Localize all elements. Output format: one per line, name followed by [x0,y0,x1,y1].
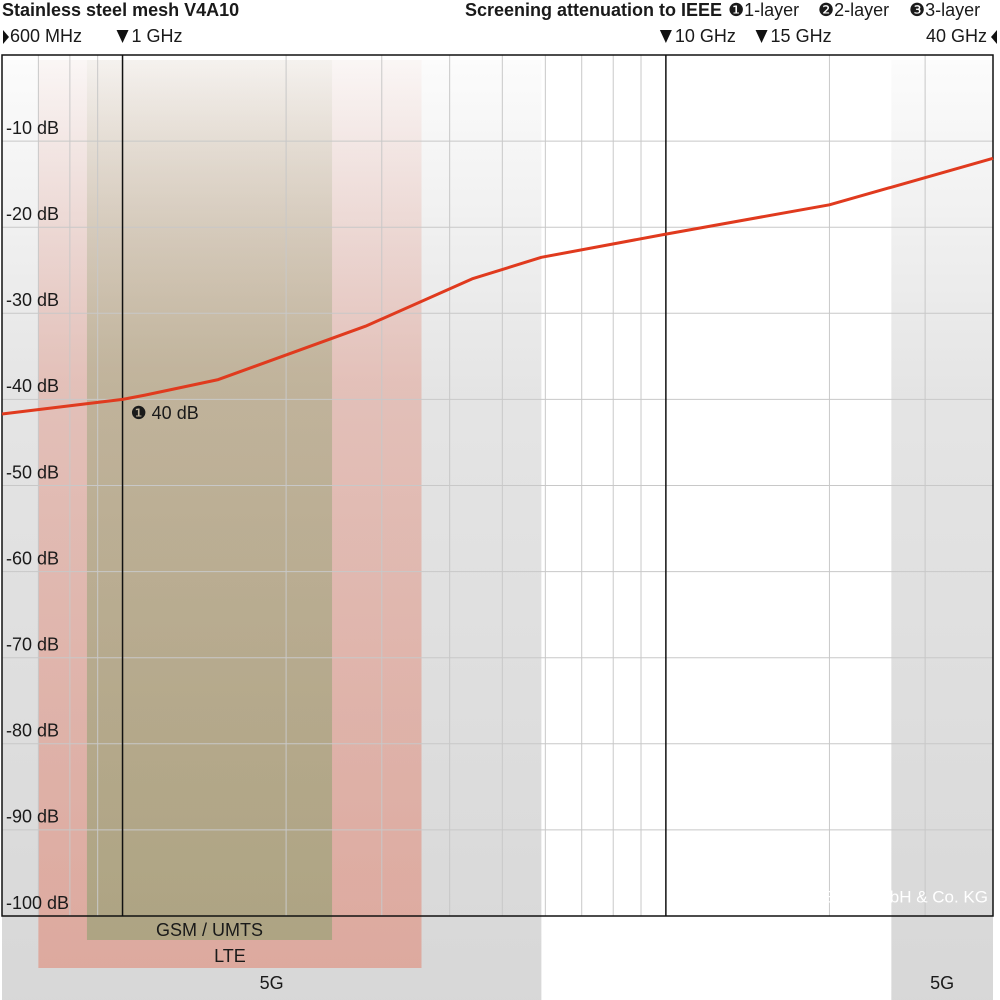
y-tick-label: -30 dB [6,290,59,310]
y-tick-label: -80 dB [6,721,59,741]
x-tick-label: 600 MHz [10,26,82,46]
band-label: LTE [214,946,246,966]
y-tick-label: -60 dB [6,548,59,568]
band [86,60,333,940]
chart-title: Stainless steel mesh V4A10 [2,0,239,20]
layer-label: ❶1-layer [728,0,799,20]
y-tick-label: -10 dB [6,118,59,138]
bands [2,60,993,1000]
x-tick-label: 1 GHz [132,26,183,46]
y-tick-label: -40 dB [6,376,59,396]
y-tick-label: -20 dB [6,204,59,224]
tick-marker [3,30,9,44]
tick-marker [116,30,129,43]
tick-marker [991,30,997,44]
band-label: GSM / UMTS [156,920,263,940]
band-label: 5G [930,973,954,993]
tick-marker [659,30,672,43]
tick-marker [755,30,768,43]
y-tick-label: -70 dB [6,634,59,654]
y-tick-label: -90 dB [6,807,59,827]
x-tick-label: 10 GHz [675,26,736,46]
band-label: 5G [260,973,284,993]
y-tick-label: -50 dB [6,462,59,482]
series-line [1,156,994,416]
x-tick-label: 40 GHz [926,26,987,46]
layer-label: ❷2-layer [818,0,889,20]
x-tick-label: 15 GHz [771,26,832,46]
copyright: © YSHIELD GmbH & Co. KG [768,887,988,906]
y-tick-label: -100 dB [6,893,69,913]
plot-frame [1,54,994,917]
foreground: 5G LTE GSM / UMTS 5G -100 dB -90 dB -80 dB -70 … [1,26,997,993]
annotation: ❶ 40 dB [131,403,199,423]
layer-label: ❸3-layer [909,0,980,20]
band [891,60,993,1000]
chart-subtitle: Screening attenuation to IEEE [465,0,722,20]
